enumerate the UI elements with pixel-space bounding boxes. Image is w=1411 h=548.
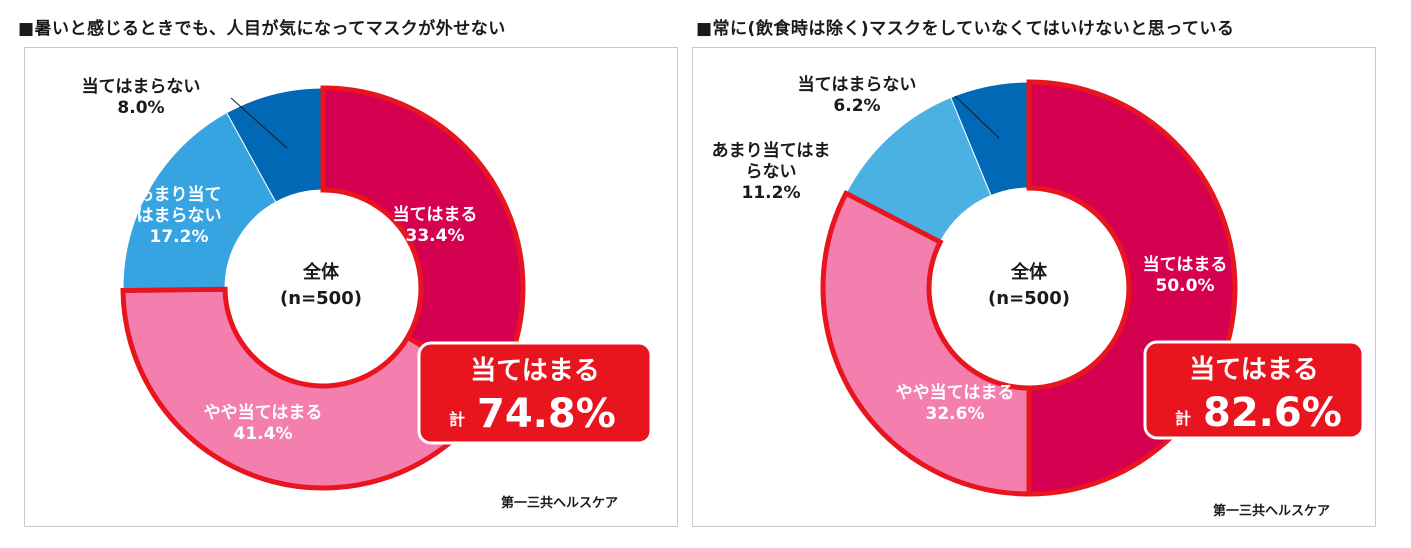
chart-2-highlight-outline-1 (820, 189, 1032, 497)
chart-1-value-label-2: 17.2% (150, 227, 209, 247)
chart-1-category-label-3-0: 当てはまらない (82, 76, 201, 97)
chart-1-category-label-0-0: 当てはまる (393, 204, 478, 225)
chart-1-callout-prefix: 計 (449, 410, 465, 429)
chart-1-category-label-1-0: やや当てはまる (204, 402, 323, 423)
chart-2-callout-prefix: 計 (1175, 409, 1191, 428)
chart-2-category-label-2-1: らない (746, 162, 797, 182)
chart-2-value-label-0: 50.0% (1156, 276, 1215, 296)
chart-1-highlight-outline-1 (120, 286, 500, 491)
chart-2-category-label-0-0: 当てはまる (1143, 254, 1228, 275)
chart-1-category-label-2-1: はまらない (137, 206, 222, 226)
chart-2-panel: 全体 (n=500) 当てはまる 50.0% やや当てはまる 32.6% あまり当てはま らな… (692, 47, 1376, 527)
chart-2-category-label-3-0: 当てはまらない (798, 74, 917, 95)
chart-2-callout-value: 82.6% (1203, 390, 1342, 436)
chart-1-value-label-3: 8.0% (117, 98, 164, 118)
chart-1-value-label-0: 33.4% (406, 226, 465, 246)
chart-1-slice-2 (122, 112, 277, 292)
chart-1-center-label-1: (n=500) (280, 288, 362, 309)
chart-2-center-label-1: (n=500) (988, 288, 1070, 309)
chart-2-category-label-1-0: やや当てはまる (896, 382, 1015, 403)
chart-2-slice-1 (822, 192, 1030, 495)
chart-2-callout-box (1143, 340, 1365, 440)
chart-2-value-label-2: 11.2% (742, 183, 801, 203)
chart-2-value-label-3: 6.2% (833, 96, 880, 116)
chart-2-center-label-0: 全体 (1010, 261, 1048, 283)
chart-1-title: ■暑いと感じるときでも、人目が気になってマスクが外せない (18, 19, 506, 39)
chart-2-value-label-1: 32.6% (926, 404, 985, 424)
chart-2-leader-line-3 (954, 95, 1000, 139)
chart-1-callout-heading: 当てはまる (470, 356, 599, 386)
chart-2-category-label-2-0: あまり当てはま (712, 140, 831, 161)
chart-2-highlight-outline-0 (1026, 79, 1238, 497)
chart-1-value-label-1: 41.4% (234, 424, 293, 444)
chart-1-leader-line-3 (230, 97, 288, 149)
chart-2-callout-heading: 当てはまる (1189, 355, 1318, 385)
chart-1-donut: 全体(n=500)当てはまる33.4%やや当てはまる41.4%あまり当てはまらな… (82, 76, 653, 491)
chart-1-callout-value: 74.8% (477, 391, 616, 437)
chart-1-panel: 全体 (n=500) 当てはまる 33.4% やや当てはまる 41.4% あまり当て はまらな… (24, 47, 678, 527)
chart-2-donut: 全体(n=500)当てはまる50.0%やや当てはまる32.6%あまり当てはまらな… (712, 74, 1365, 497)
chart-1-credit: 第一三共ヘルスケア (501, 496, 619, 511)
chart-1-callout-box (417, 341, 653, 445)
chart-2-title: ■常に(飲食時は除く)マスクをしていなくてはいけないと思っている (696, 19, 1235, 39)
chart-1-category-label-2-0: あまり当て (137, 184, 222, 205)
chart-2-credit: 第一三共ヘルスケア (1213, 504, 1331, 519)
chart-1-center-label-0: 全体 (302, 261, 340, 283)
